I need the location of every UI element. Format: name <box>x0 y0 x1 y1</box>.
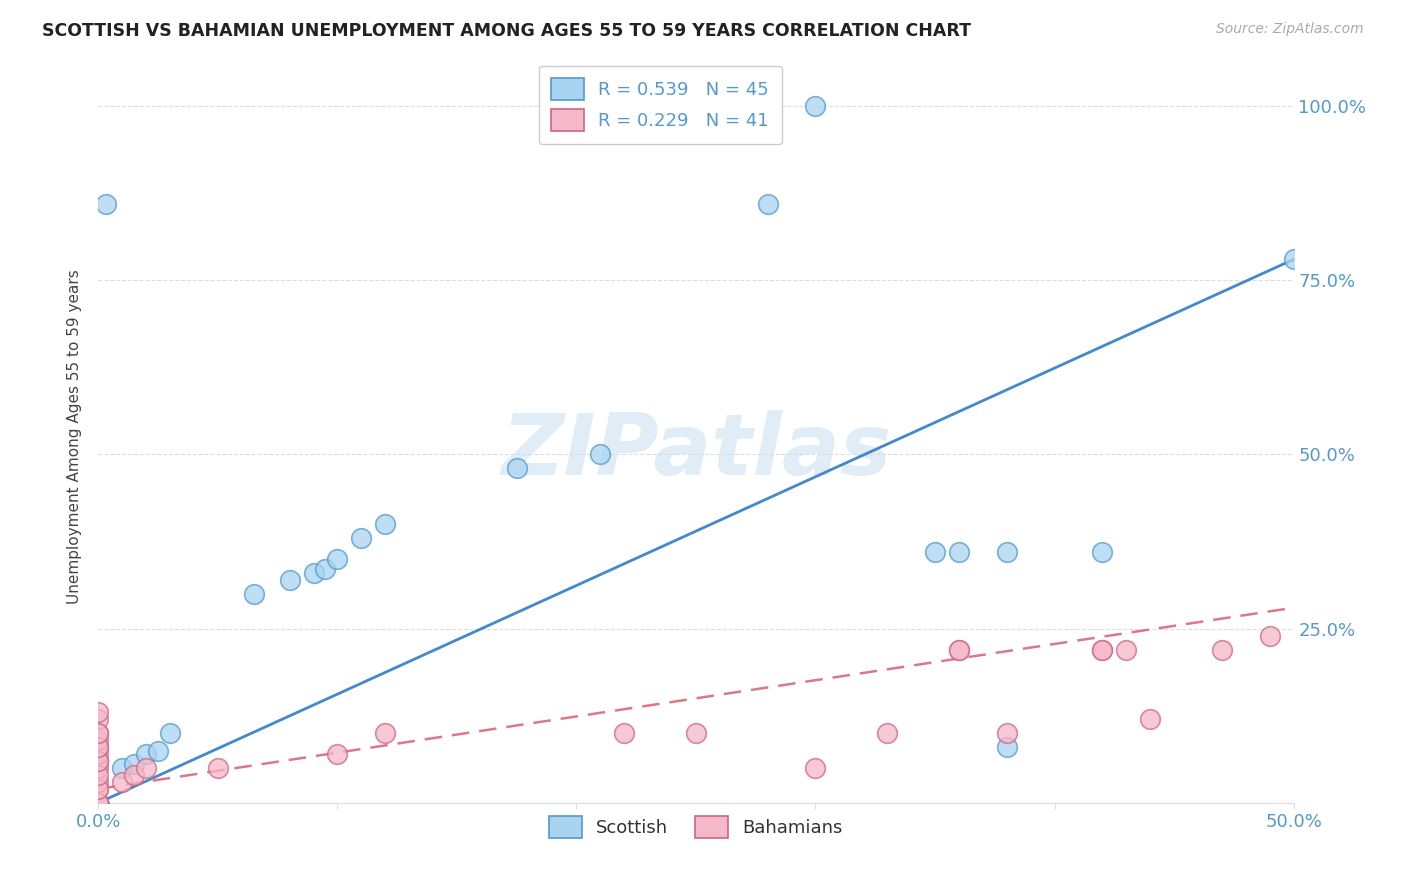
Point <box>278 573 301 587</box>
Point <box>1091 642 1114 657</box>
Point <box>506 461 529 475</box>
Point <box>87 796 110 810</box>
Text: SCOTTISH VS BAHAMIAN UNEMPLOYMENT AMONG AGES 55 TO 59 YEARS CORRELATION CHART: SCOTTISH VS BAHAMIAN UNEMPLOYMENT AMONG … <box>42 22 972 40</box>
Point <box>94 196 117 211</box>
Point <box>87 754 110 768</box>
Point <box>995 740 1018 755</box>
Point <box>613 726 636 740</box>
Point <box>87 781 110 796</box>
Point <box>111 775 134 789</box>
Point <box>159 726 181 740</box>
Point <box>87 796 110 810</box>
Point <box>87 796 110 810</box>
Point <box>87 796 110 810</box>
Point <box>924 545 946 559</box>
Y-axis label: Unemployment Among Ages 55 to 59 years: Unemployment Among Ages 55 to 59 years <box>66 269 82 605</box>
Point <box>87 796 110 810</box>
Point <box>148 743 170 757</box>
Point <box>87 754 110 768</box>
Point <box>1211 642 1233 657</box>
Point <box>1115 642 1137 657</box>
Point <box>302 566 325 580</box>
Point <box>1139 712 1161 726</box>
Point <box>87 796 110 810</box>
Point <box>87 796 110 810</box>
Point <box>87 796 110 810</box>
Point <box>589 448 612 462</box>
Point <box>87 796 110 810</box>
Point <box>87 796 110 810</box>
Point <box>326 747 349 761</box>
Point <box>87 733 110 747</box>
Point <box>87 761 110 775</box>
Point <box>87 796 110 810</box>
Point <box>87 796 110 810</box>
Point <box>87 796 110 810</box>
Point <box>87 705 110 719</box>
Point <box>87 712 110 726</box>
Point <box>315 562 337 576</box>
Text: Source: ZipAtlas.com: Source: ZipAtlas.com <box>1216 22 1364 37</box>
Point <box>87 775 110 789</box>
Point <box>87 796 110 810</box>
Point <box>124 768 146 782</box>
Point <box>876 726 898 740</box>
Point <box>87 726 110 740</box>
Point <box>87 796 110 810</box>
Point <box>87 796 110 810</box>
Point <box>87 796 110 810</box>
Point <box>87 796 110 810</box>
Point <box>1258 629 1281 643</box>
Legend: Scottish, Bahamians: Scottish, Bahamians <box>541 808 851 845</box>
Point <box>87 796 110 810</box>
Point <box>124 757 146 772</box>
Point <box>243 587 266 601</box>
Point <box>87 796 110 810</box>
Point <box>87 768 110 782</box>
Point <box>948 545 970 559</box>
Point <box>207 761 229 775</box>
Point <box>87 747 110 761</box>
Point <box>685 726 707 740</box>
Point <box>135 761 157 775</box>
Point <box>87 796 110 810</box>
Point <box>87 796 110 810</box>
Point <box>350 531 373 545</box>
Point <box>87 796 110 810</box>
Point <box>1091 642 1114 657</box>
Text: ZIPatlas: ZIPatlas <box>501 410 891 493</box>
Point <box>374 726 396 740</box>
Point <box>87 796 110 810</box>
Point <box>87 796 110 810</box>
Point <box>804 761 827 775</box>
Point <box>111 761 134 775</box>
Point <box>948 642 970 657</box>
Point <box>87 726 110 740</box>
Point <box>1091 545 1114 559</box>
Point <box>995 545 1018 559</box>
Point <box>87 740 110 755</box>
Point <box>135 747 157 761</box>
Point <box>995 726 1018 740</box>
Point <box>87 796 110 810</box>
Point <box>87 796 110 810</box>
Point <box>374 517 396 532</box>
Point <box>804 99 827 113</box>
Point <box>948 642 970 657</box>
Point <box>1282 252 1305 267</box>
Point <box>87 740 110 755</box>
Point <box>756 196 779 211</box>
Point <box>87 781 110 796</box>
Point <box>87 796 110 810</box>
Point <box>87 796 110 810</box>
Point <box>326 552 349 566</box>
